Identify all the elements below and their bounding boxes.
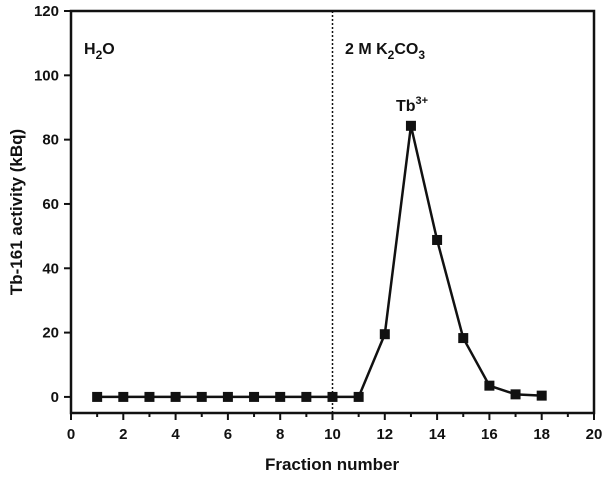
- data-point-marker: [432, 234, 443, 245]
- x-tick-label: 10: [324, 426, 341, 443]
- data-point-marker: [144, 391, 155, 402]
- x-tick-label: 0: [67, 426, 75, 443]
- y-tick-label: 120: [34, 3, 59, 20]
- data-point-marker: [196, 391, 207, 402]
- y-tick-label: 80: [42, 132, 59, 149]
- x-tick-label: 4: [171, 426, 180, 443]
- x-tick-label: 2: [119, 426, 127, 443]
- data-point-marker: [405, 120, 416, 131]
- y-tick-label: 40: [42, 260, 59, 277]
- data-markers: [92, 120, 547, 402]
- x-tick-label: 6: [224, 426, 232, 443]
- data-point-marker: [484, 380, 495, 391]
- x-axis-ticks: 0 2 4 6 8 10 12 14 16 18 20: [67, 413, 603, 443]
- data-point-marker: [170, 391, 181, 402]
- data-point-marker: [275, 391, 286, 402]
- data-point-marker: [327, 391, 338, 402]
- data-point-marker: [536, 390, 547, 401]
- y-axis-ticks: 0 20 40 60 80 100 120: [34, 3, 71, 406]
- x-tick-label: 8: [276, 426, 284, 443]
- data-series-line: [97, 124, 542, 399]
- data-point-marker: [458, 333, 469, 344]
- data-point-marker: [222, 391, 233, 402]
- data-point-marker: [118, 391, 129, 402]
- x-tick-label: 20: [586, 426, 603, 443]
- y-axis-label: Tb-161 activity (kBq): [7, 129, 26, 295]
- x-tick-label: 16: [481, 426, 498, 443]
- data-point-marker: [510, 389, 521, 400]
- annotation-h2o: H2O: [84, 41, 115, 62]
- x-tick-label: 14: [429, 426, 446, 443]
- y-tick-label: 20: [42, 325, 59, 342]
- data-point-marker: [301, 391, 312, 402]
- x-axis-label: Fraction number: [265, 455, 400, 474]
- x-tick-label: 18: [533, 426, 550, 443]
- data-point-marker: [249, 391, 260, 402]
- x-tick-label: 12: [376, 426, 393, 443]
- data-point-marker: [379, 329, 390, 340]
- data-point-marker: [92, 391, 103, 402]
- data-point-marker: [353, 391, 364, 402]
- annotation-k2co3: 2 M K2CO3: [345, 41, 425, 62]
- y-tick-label: 100: [34, 67, 59, 84]
- annotation-tb3plus: Tb3+: [396, 95, 428, 115]
- y-tick-label: 60: [42, 196, 59, 213]
- y-tick-label: 0: [51, 389, 59, 406]
